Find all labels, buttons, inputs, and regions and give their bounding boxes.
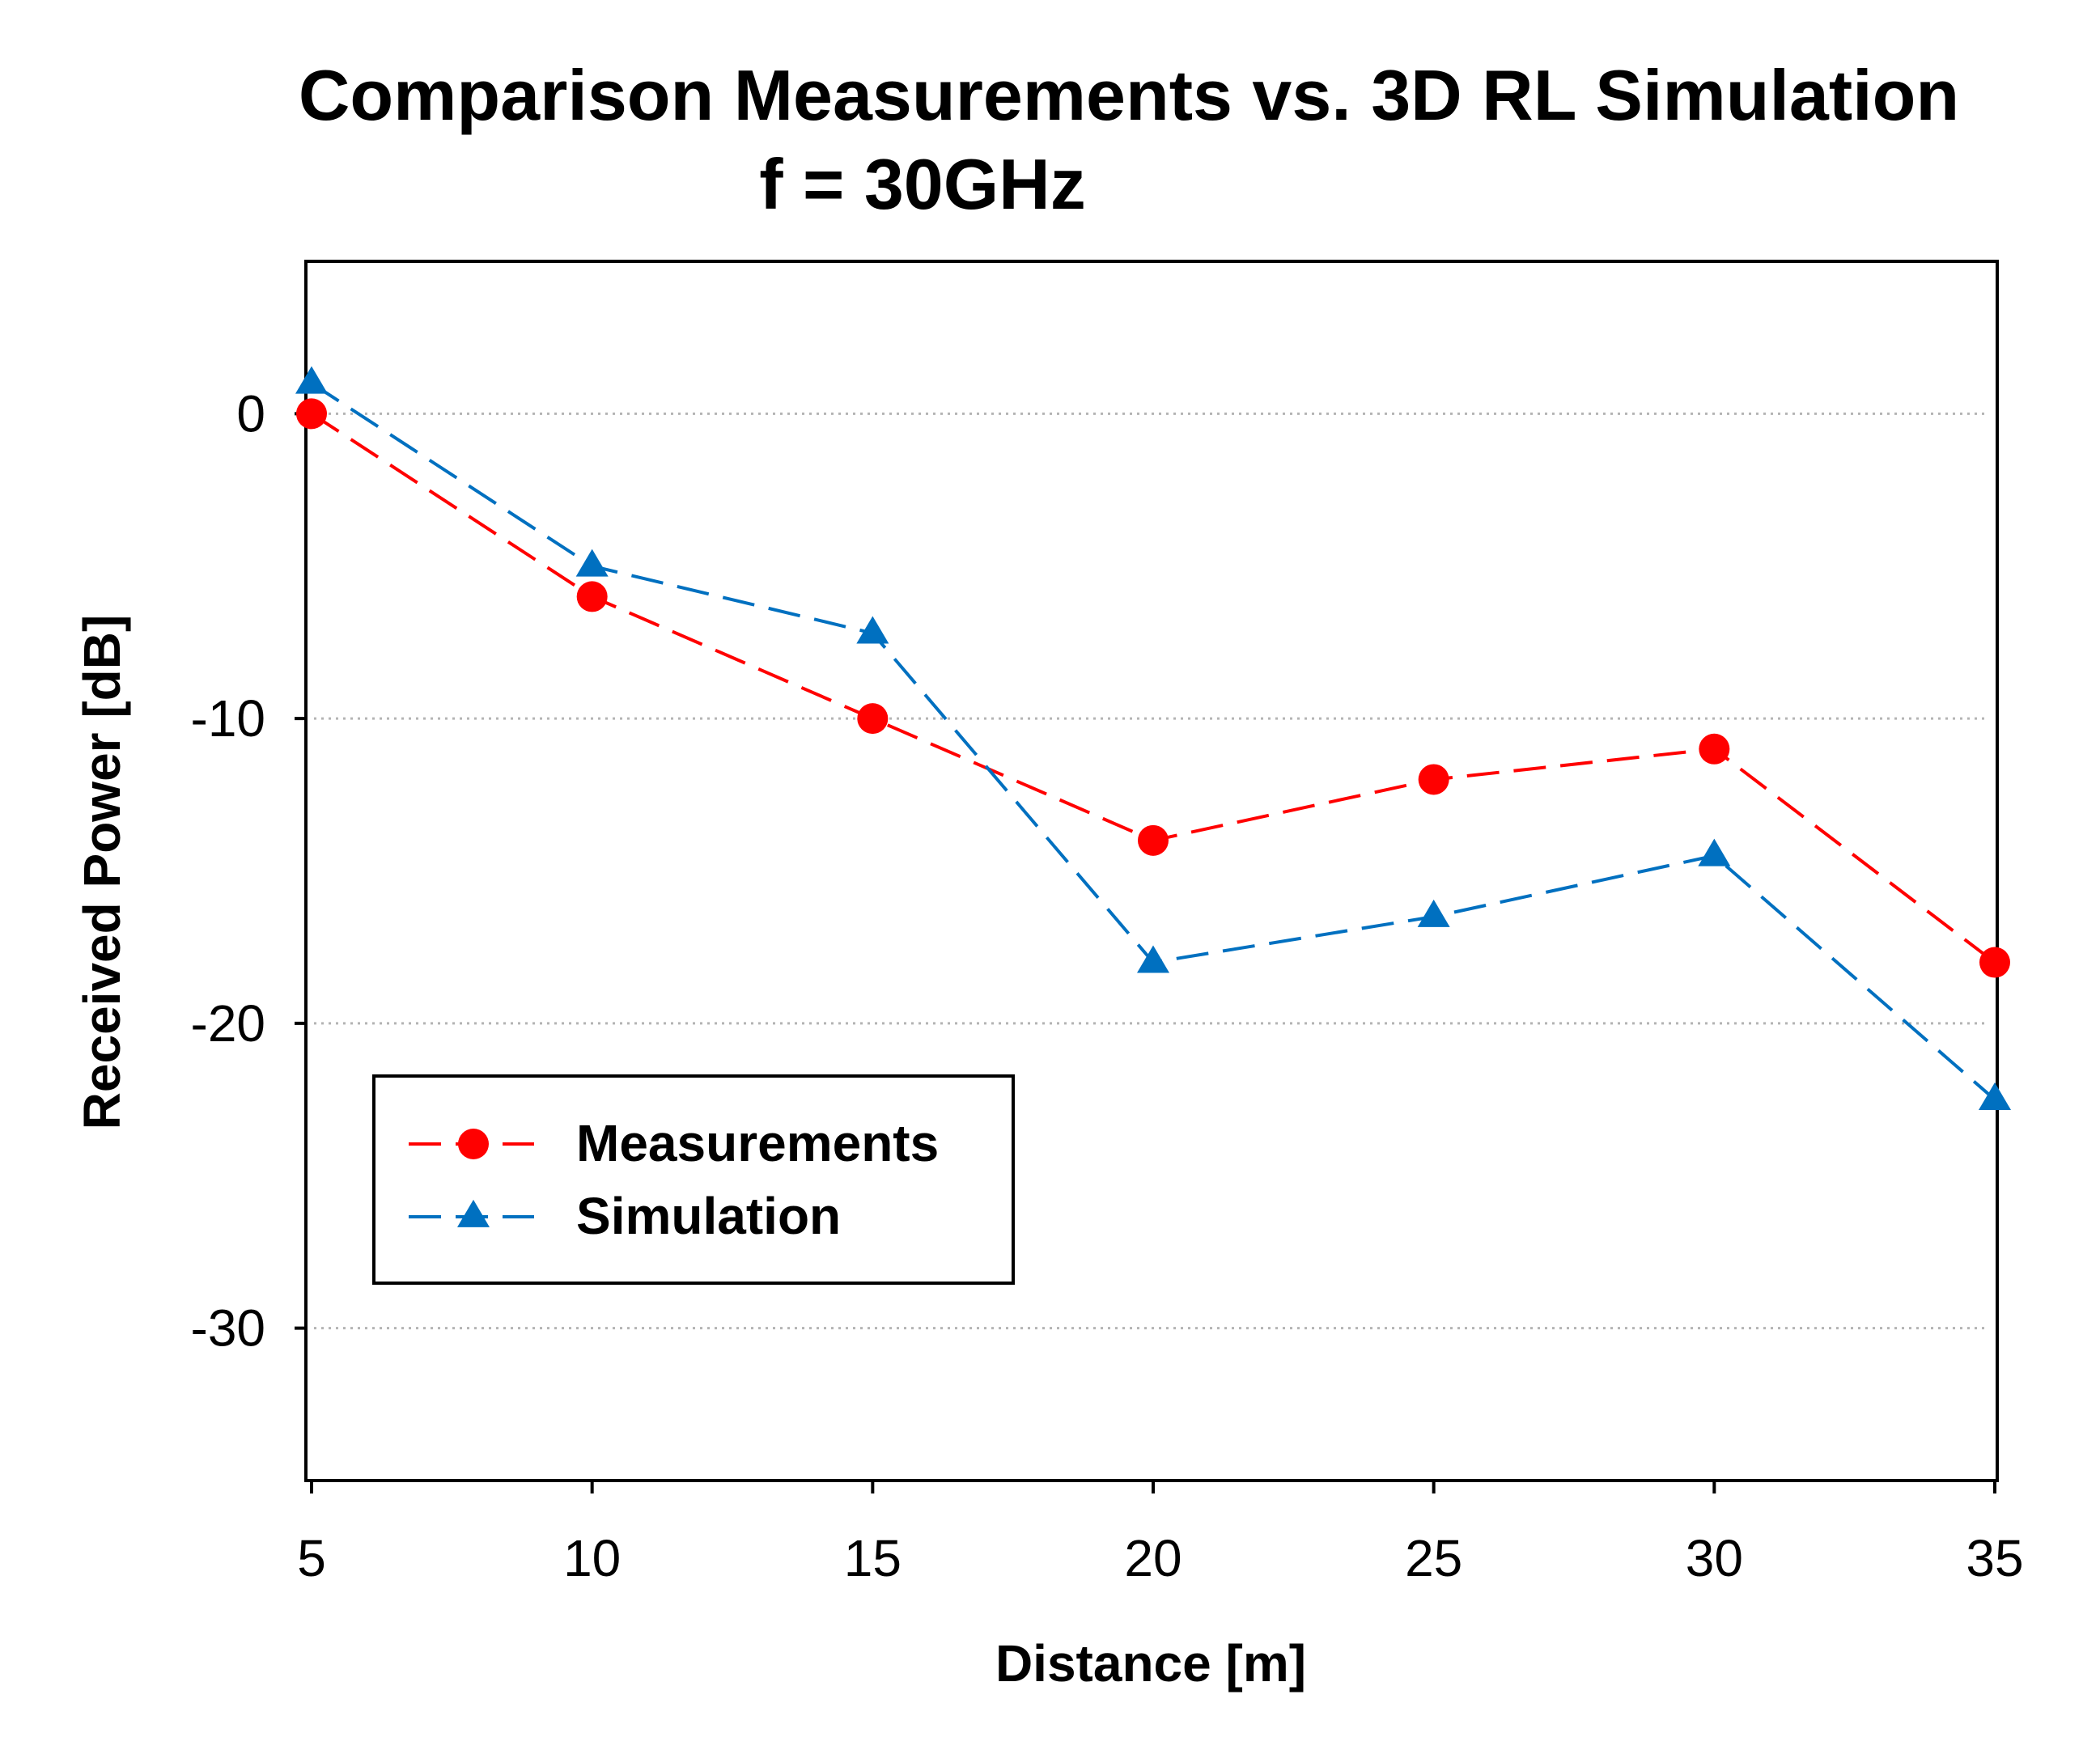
x-tick-label: 15 [844, 1529, 902, 1587]
x-tick-label: 20 [1124, 1529, 1182, 1587]
grid-lines [314, 412, 1989, 1330]
x-tick-label: 25 [1405, 1529, 1462, 1587]
measurement-point [857, 703, 889, 735]
chart-title: Comparison Measurements vs. 3D RL Simula… [299, 55, 1959, 135]
legend: Measurements Simulation [372, 1074, 1015, 1285]
y-tick-label: -10 [191, 689, 266, 748]
legend-simulation-label: Simulation [576, 1187, 841, 1245]
measurement-point [1979, 947, 2010, 978]
simulation-point [295, 366, 328, 394]
measurement-point [1699, 733, 1730, 765]
simulation-point [1417, 899, 1450, 927]
chart-subtitle: f = 30GHz [759, 144, 1085, 224]
simulation-point [1137, 945, 1169, 973]
y-tick-label: -30 [191, 1299, 266, 1358]
x-tick-label: 5 [297, 1529, 326, 1587]
x-tick-label: 30 [1686, 1529, 1743, 1587]
legend-box [372, 1074, 1015, 1285]
data-series [295, 366, 2011, 1110]
legend-simulation-symbol [409, 1199, 534, 1227]
simulation-point [856, 616, 889, 644]
y-tick-label: 0 [236, 384, 265, 443]
y-tick-label: -20 [191, 994, 266, 1053]
measurement-point [1138, 824, 1169, 856]
x-axis-label: Distance [m] [995, 1634, 1306, 1693]
legend-marker [458, 1129, 489, 1159]
simulation-point [1698, 838, 1731, 866]
measurement-point [296, 398, 327, 430]
legend-marker [457, 1199, 490, 1227]
measurement-point [1418, 764, 1449, 795]
legend-measurements-label: Measurements [576, 1114, 939, 1172]
axis-ticks: 0 -10 -20 -30 5 10 15 20 25 30 35 [191, 384, 2024, 1587]
y-axis-label: Received Power [dB] [73, 615, 131, 1130]
simulation-point [575, 549, 609, 577]
x-tick-label: 35 [1966, 1529, 2023, 1587]
x-tick-label: 10 [563, 1529, 621, 1587]
simulation-point [1979, 1082, 2011, 1110]
legend-measurements-symbol [409, 1129, 534, 1159]
measurement-point [576, 581, 608, 612]
